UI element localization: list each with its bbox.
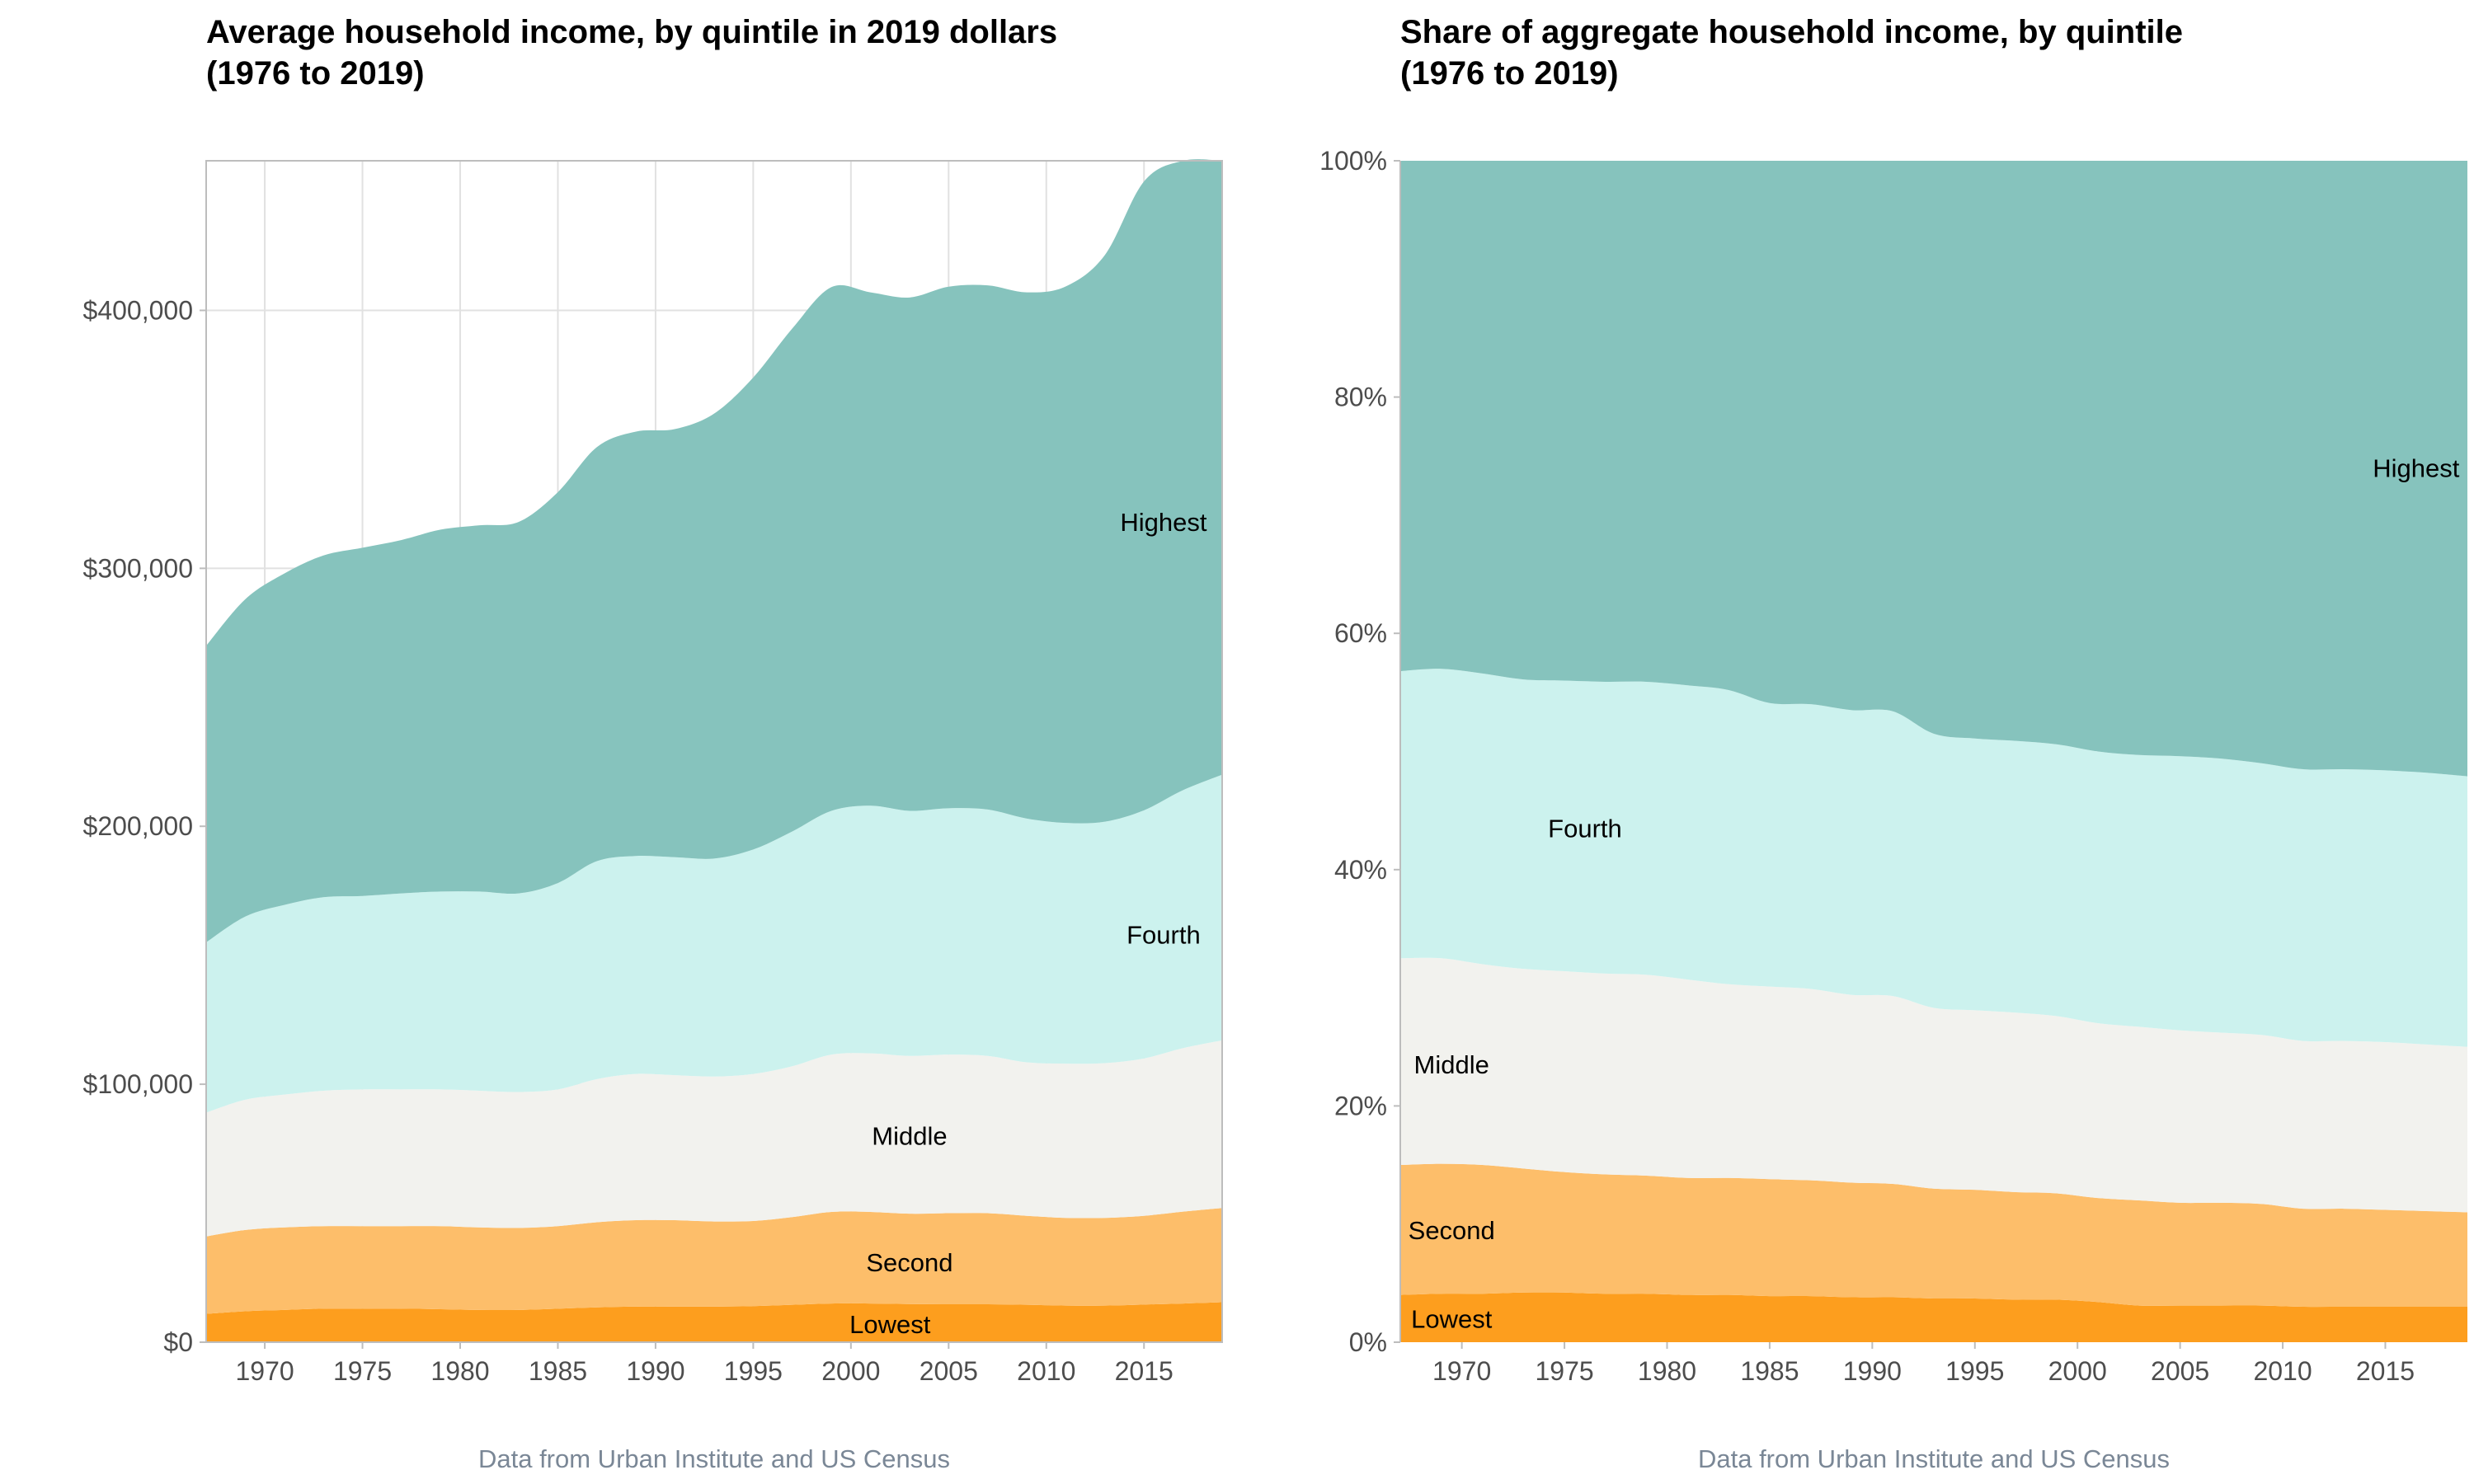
- left-x-tick-label: 1990: [626, 1356, 684, 1386]
- right-chart-caption: Data from Urban Institute and US Census: [1698, 1444, 2170, 1473]
- left-chart-title-line2: (1976 to 2019): [206, 55, 425, 92]
- left-label-highest: Highest: [1120, 508, 1206, 537]
- right-y-tick-label: 40%: [1334, 855, 1387, 885]
- right-chart-plot-area: 1970 1975 1980 1985 1990 1995 2000 2005 2010 2015…: [1319, 146, 2467, 1386]
- right-x-tick-label: 1980: [1638, 1356, 1696, 1386]
- left-y-tick-label: $400,000: [83, 295, 193, 325]
- left-x-tick-label: 1995: [724, 1356, 783, 1386]
- left-y-tick-label: $0: [163, 1327, 193, 1357]
- right-area-middle: [1400, 957, 2467, 1213]
- left-label-lowest: Lowest: [849, 1310, 931, 1339]
- right-label-fourth: Fourth: [1548, 815, 1622, 843]
- left-chart-title-line1: Average household income, by quintile in…: [206, 14, 1057, 50]
- left-area-lowest: [206, 1302, 1222, 1342]
- right-y-tick-label: 20%: [1334, 1091, 1387, 1120]
- left-x-tick-label: 1980: [430, 1356, 489, 1386]
- right-y-tick-label: 60%: [1334, 618, 1387, 648]
- left-label-middle: Middle: [872, 1122, 947, 1151]
- left-y-tick-label: $200,000: [83, 811, 193, 841]
- right-chart-panel: Share of aggregate household income, by …: [1319, 14, 2467, 1473]
- left-chart-caption: Data from Urban Institute and US Census: [478, 1444, 950, 1473]
- left-chart-panel: Average household income, by quintile in…: [83, 14, 1223, 1473]
- right-area-second: [1400, 1163, 2467, 1308]
- left-area-fourth: [206, 774, 1222, 1113]
- right-x-tick-label: 1970: [1432, 1356, 1491, 1386]
- left-x-tick-label: 2005: [920, 1356, 978, 1386]
- right-x-tick-label: 2000: [2048, 1356, 2107, 1386]
- left-x-tick-label: 2000: [821, 1356, 880, 1386]
- right-x-tick-label: 2005: [2151, 1356, 2209, 1386]
- right-label-middle: Middle: [1414, 1050, 1489, 1079]
- right-x-tick-label: 1985: [1740, 1356, 1799, 1386]
- left-x-tick-label: 1985: [529, 1356, 587, 1386]
- right-y-tick-label: 0%: [1349, 1327, 1387, 1357]
- left-label-second: Second: [866, 1248, 952, 1277]
- right-x-tick-label: 1990: [1843, 1356, 1902, 1386]
- left-plot-border: [205, 160, 1223, 1343]
- right-x-tick-label: 2010: [2253, 1356, 2312, 1386]
- right-label-highest: Highest: [2373, 454, 2459, 483]
- left-x-tick-label: 1970: [235, 1356, 294, 1386]
- left-area-highest: [206, 159, 1222, 943]
- left-x-tick-label: 2015: [1115, 1356, 1174, 1386]
- right-label-lowest: Lowest: [1411, 1304, 1493, 1333]
- right-x-tick-label: 1995: [1945, 1356, 2004, 1386]
- right-x-tick-label: 2015: [2356, 1356, 2415, 1386]
- left-y-tick-label: $300,000: [83, 553, 193, 583]
- right-label-second: Second: [1409, 1216, 1495, 1245]
- left-label-fourth: Fourth: [1126, 921, 1201, 950]
- left-area-middle: [206, 1040, 1222, 1237]
- right-x-tick-label: 1975: [1535, 1356, 1593, 1386]
- right-chart-title-line2: (1976 to 2019): [1400, 55, 1619, 92]
- right-area-lowest: [1400, 1292, 2467, 1342]
- left-y-tick-label: $100,000: [83, 1069, 193, 1099]
- right-chart-title-line1: Share of aggregate household income, by …: [1400, 14, 2183, 50]
- left-chart-plot-area: 1970 1975 1980 1985 1990 1995 2000 2005 2010 2015…: [83, 159, 1223, 1386]
- left-area-second: [206, 1208, 1222, 1314]
- right-y-tick-label: 100%: [1319, 146, 1387, 176]
- left-x-tick-label: 2010: [1017, 1356, 1075, 1386]
- right-area-fourth: [1400, 669, 2467, 1047]
- right-area-highest: [1400, 161, 2467, 777]
- left-x-tick-label: 1975: [333, 1356, 392, 1386]
- right-y-tick-label: 80%: [1334, 383, 1387, 412]
